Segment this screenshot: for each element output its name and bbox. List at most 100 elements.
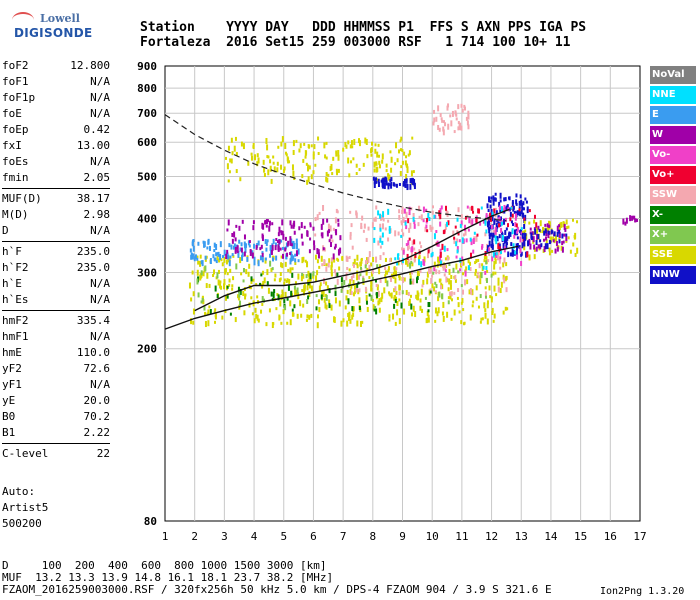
echo-point xyxy=(280,255,283,259)
echo-point xyxy=(301,289,304,293)
echo-point xyxy=(469,206,472,211)
echo-point xyxy=(424,296,427,300)
echo-point xyxy=(266,281,269,287)
echo-point xyxy=(226,295,229,299)
echo-point xyxy=(327,229,330,234)
echo-point xyxy=(253,256,256,260)
echo-point xyxy=(344,142,347,148)
echo-point xyxy=(504,217,507,222)
echo-point xyxy=(271,322,274,329)
legend-item: X+ xyxy=(650,226,696,244)
echo-point xyxy=(213,320,216,324)
echo-point xyxy=(496,219,499,223)
parameter-row: B1 2.22 xyxy=(2,425,110,441)
echo-point xyxy=(253,243,256,249)
echo-point xyxy=(348,255,351,259)
echo-point xyxy=(382,182,385,187)
echo-point xyxy=(376,151,379,158)
echo-point xyxy=(632,215,635,219)
echo-point xyxy=(256,314,259,321)
echo-point xyxy=(503,277,506,284)
echo-point xyxy=(359,273,362,277)
parameter-value: 72.6 xyxy=(83,362,111,375)
echo-point xyxy=(295,250,298,257)
echo-point xyxy=(320,223,323,230)
parameter-name: hmE xyxy=(2,346,22,359)
parameter-value: 2.98 xyxy=(83,208,111,221)
echo-point xyxy=(489,199,492,203)
echo-point xyxy=(364,286,367,292)
echo-point xyxy=(518,245,521,250)
echo-point xyxy=(450,120,453,127)
echo-point xyxy=(306,179,309,185)
echo-point xyxy=(281,289,284,294)
echo-point xyxy=(374,143,377,147)
echo-point xyxy=(387,237,390,242)
echo-point xyxy=(365,237,368,242)
echo-point xyxy=(421,308,424,313)
echo-point xyxy=(251,312,254,316)
echo-point xyxy=(409,178,412,184)
echo-point xyxy=(254,307,257,313)
echo-point xyxy=(483,302,486,309)
echo-point xyxy=(428,216,431,221)
echo-point xyxy=(499,288,502,294)
parameter-value: N/A xyxy=(90,107,110,120)
parameter-separator xyxy=(2,241,110,242)
echo-point xyxy=(301,257,304,264)
echo-point xyxy=(445,276,448,283)
echo-point xyxy=(426,217,429,222)
echo-point xyxy=(233,145,236,152)
parameter-row: h`E N/A xyxy=(2,276,110,292)
echo-point xyxy=(372,256,375,262)
echo-point xyxy=(529,227,532,231)
echo-point xyxy=(200,300,203,304)
echo-point xyxy=(334,243,337,248)
echo-point xyxy=(454,274,457,280)
echo-point xyxy=(400,222,403,226)
echo-point xyxy=(361,320,364,324)
echo-point xyxy=(394,321,397,326)
echo-point xyxy=(223,249,226,256)
echo-point xyxy=(281,291,284,298)
echo-point xyxy=(469,261,472,266)
echo-point xyxy=(413,220,416,225)
footer-info: D 100 200 400 600 800 1000 1500 3000 [km… xyxy=(2,560,552,596)
parameter-row: fxI 13.00 xyxy=(2,138,110,154)
echo-point xyxy=(287,284,290,291)
echo-point xyxy=(465,116,468,121)
echo-point xyxy=(218,258,221,263)
echo-point xyxy=(381,232,384,238)
echo-point xyxy=(265,247,268,252)
x-tick-label: 8 xyxy=(370,530,377,543)
parameter-row: M(D) 2.98 xyxy=(2,207,110,223)
echo-point xyxy=(456,296,459,300)
echo-point xyxy=(291,308,294,312)
echo-point xyxy=(456,230,459,235)
echo-point xyxy=(518,200,521,206)
echo-point xyxy=(452,267,455,273)
echo-point xyxy=(530,232,533,239)
echo-point xyxy=(462,259,465,266)
echo-point xyxy=(350,284,353,289)
parameter-name: fmin xyxy=(2,171,29,184)
echo-point xyxy=(196,278,199,285)
echo-point xyxy=(400,302,403,309)
echo-point xyxy=(242,143,245,150)
echo-point xyxy=(257,157,260,164)
echo-point xyxy=(362,281,365,285)
echo-point xyxy=(379,255,382,261)
parameter-value: N/A xyxy=(90,155,110,168)
echo-point xyxy=(279,247,282,251)
echo-point xyxy=(250,152,253,156)
echo-point xyxy=(349,279,352,286)
echo-point xyxy=(434,319,437,323)
echo-point xyxy=(574,252,577,257)
echo-point xyxy=(265,224,268,228)
echo-point xyxy=(499,209,502,213)
echo-point xyxy=(571,218,574,222)
echo-point xyxy=(451,110,454,117)
echo-point xyxy=(542,238,545,242)
echo-point xyxy=(350,275,353,281)
echo-point xyxy=(485,256,488,260)
